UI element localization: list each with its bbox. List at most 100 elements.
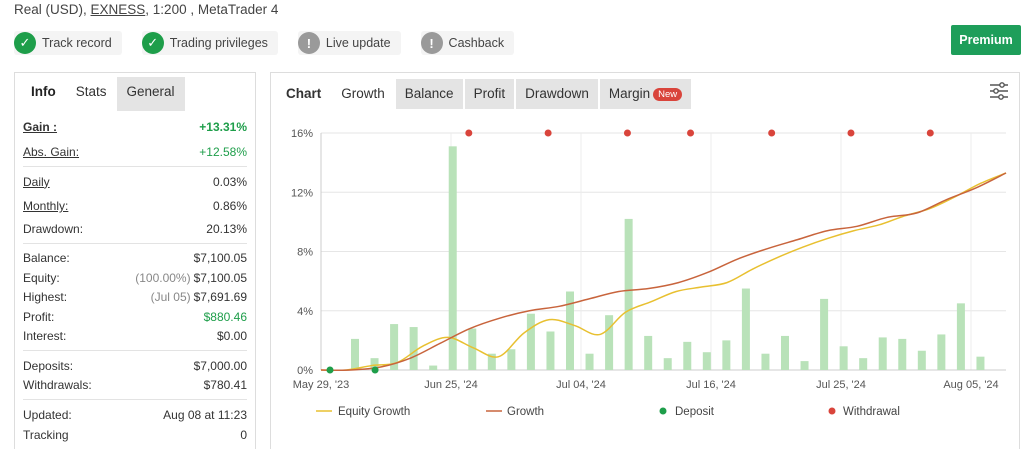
deposit-marker [326,366,334,374]
check-icon: ✓ [14,32,36,54]
stat-label: Profit: [23,309,55,324]
account-info: Real (USD), EXNESS, 1:200 , MetaTrader 4 [14,2,278,17]
bar [761,353,770,370]
account-suffix: , 1:200 , MetaTrader 4 [145,2,279,17]
stat-sub: (Jul 05) [150,290,191,305]
premium-button[interactable]: Premium [951,25,1021,55]
stat-drawdown: Drawdown: 20.13% [23,219,247,239]
stat-balance: Balance: $7,100.05 [23,249,247,269]
legend-withdrawal-swatch [828,407,836,415]
stats-list: Gain : +13.31% Abs. Gain: +12.58% Daily … [23,117,247,445]
stat-value: $880.46 [203,309,247,324]
stat-value: $780.41 [203,378,247,393]
badge-track-record[interactable]: ✓ Track record [14,31,122,55]
bar [507,349,516,370]
stat-value: 0 [240,428,247,443]
tab-growth[interactable]: Growth [332,79,394,109]
tab-general[interactable]: General [116,77,185,111]
chart-panel: Chart Growth Balance Profit Drawdown Mar… [270,72,1020,449]
stat-value: $7,100.05 [193,251,247,266]
tab-profit[interactable]: Profit [464,79,515,109]
badge-trading-privileges[interactable]: ✓ Trading privileges [141,31,278,55]
bar [351,338,359,370]
y-tick-label: 8% [297,247,313,259]
bar [956,303,965,370]
badge-live-update[interactable]: ! Live update [297,31,401,55]
badge-cashback[interactable]: ! Cashback [420,31,515,55]
stat-label: Interest: [23,329,67,344]
left-tabs: Info Stats General [21,77,255,111]
bar [663,358,672,370]
stat-label[interactable]: Monthly: [23,199,69,214]
stat-label: Tracking [23,428,69,443]
bar [487,353,496,370]
withdrawal-marker [687,129,695,137]
stat-label[interactable]: Daily [23,174,50,189]
stat-value: Aug 08 at 11:23 [163,407,247,422]
tab-stats[interactable]: Stats [65,77,117,111]
stat-label[interactable]: Gain : [23,119,58,134]
x-tick-label: Jul 25, '24 [816,379,866,391]
withdrawal-marker [926,129,934,137]
divider [23,242,247,244]
stat-value: +12.58% [199,145,247,160]
stat-value-group: (100.00%) $7,100.05 [135,271,247,285]
bar [741,288,750,370]
growth-line [320,172,1007,371]
stat-value: 20.13% [206,221,247,236]
stat-label[interactable]: Abs. Gain: [23,145,80,160]
tab-drawdown[interactable]: Drawdown [516,79,598,109]
divider [23,166,247,167]
tab-margin[interactable]: Margin New [599,79,692,109]
bar [683,341,692,370]
filter-settings-icon[interactable] [989,81,1009,101]
y-tick-label: 16% [291,128,313,140]
badge-label: Live update [325,36,391,50]
stat-label: Deposits: [23,358,74,373]
stat-value: 0.03% [212,174,247,189]
stat-tracking: Tracking 0 [23,426,247,446]
stat-value: 0.86% [212,199,247,214]
check-icon: ✓ [141,32,164,54]
y-tick-label: 0% [297,365,313,377]
stat-value: $7,100.05 [193,270,247,285]
stat-label: Equity: [23,270,60,285]
bar [839,346,848,370]
x-tick-label: Jul 16, '24 [686,379,736,391]
legend-growth-label: Growth [507,406,544,418]
bar [878,337,887,370]
verification-badges: ✓ Track record ✓ Trading privileges ! Li… [14,31,515,55]
broker-link[interactable]: EXNESS [90,2,146,17]
stat-monthly: Monthly: 0.86% [23,197,247,217]
bar [722,340,731,370]
stat-profit: Profit: $880.46 [23,307,247,327]
bar [526,313,535,370]
bar [605,315,614,370]
legend-withdrawal-label: Withdrawal [843,406,900,418]
tab-info[interactable]: Info [21,77,66,111]
legend-deposit-label: Deposit [675,406,715,418]
bar [566,291,574,370]
badge-label: Cashback [448,36,505,50]
bar [702,352,711,370]
bar [429,365,438,370]
legend-equity-label: Equity Growth [338,406,410,418]
withdrawal-marker [847,129,855,137]
bar [781,335,789,370]
tab-margin-label: Margin [608,86,651,101]
x-tick-label: Aug 05, '24 [943,379,998,391]
tab-balance[interactable]: Balance [395,79,463,109]
bar [468,328,477,370]
exclamation-icon: ! [297,32,320,54]
bar [370,358,379,370]
stat-label: Withdrawals: [23,378,92,393]
stat-deposits: Deposits: $7,000.00 [23,356,247,376]
y-tick-label: 4% [297,306,313,318]
bar [917,350,926,370]
chart-tabs: Chart Growth Balance Profit Drawdown Mar… [277,79,1019,109]
stat-value: $0.00 [216,329,247,344]
y-tick-label: 12% [291,187,313,199]
tab-chart[interactable]: Chart [277,79,331,109]
bar [448,146,457,370]
bar [898,338,907,370]
